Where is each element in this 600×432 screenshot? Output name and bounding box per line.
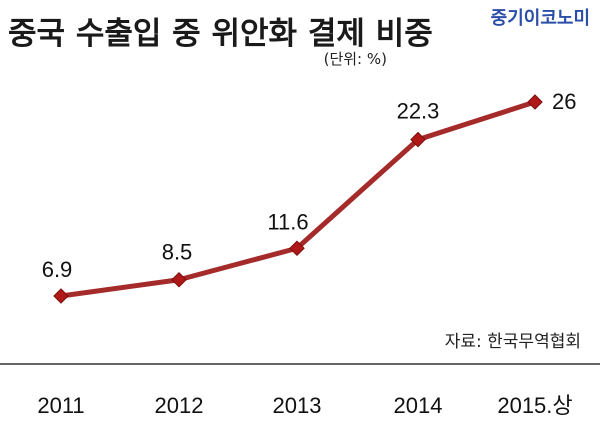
data-label: 6.9	[42, 257, 73, 282]
series-line	[58, 99, 538, 299]
data-point-marker	[527, 94, 543, 110]
data-label: 11.6	[267, 209, 308, 234]
unit-note: (단위: %)	[324, 50, 387, 68]
data-point-marker	[410, 131, 426, 148]
data-label: 8.5	[162, 240, 193, 265]
x-tick-label: 2013	[273, 393, 322, 418]
x-tick-label: 2014	[394, 393, 443, 418]
data-label: 22.3	[397, 99, 440, 124]
x-tick-label: 2015.상	[497, 393, 572, 418]
data-point-marker	[53, 288, 69, 304]
data-point-marker	[171, 271, 187, 288]
data-label: 26	[552, 89, 576, 114]
data-point-marker	[289, 240, 305, 257]
brand-logo-text: 중기이코노미	[491, 8, 590, 29]
chart-title: 중국 수출입 중 위안화 결제 비중	[8, 16, 433, 52]
x-tick-label: 2011	[37, 393, 84, 418]
source-note: 자료: 한국무역협회	[445, 332, 581, 352]
plot-area: 6.9 8.5 11.6 22.3 26	[42, 89, 576, 304]
x-axis-tick-labels: 2011 2012 2013 2014 2015.상	[37, 393, 572, 418]
x-tick-label: 2012	[155, 393, 204, 418]
